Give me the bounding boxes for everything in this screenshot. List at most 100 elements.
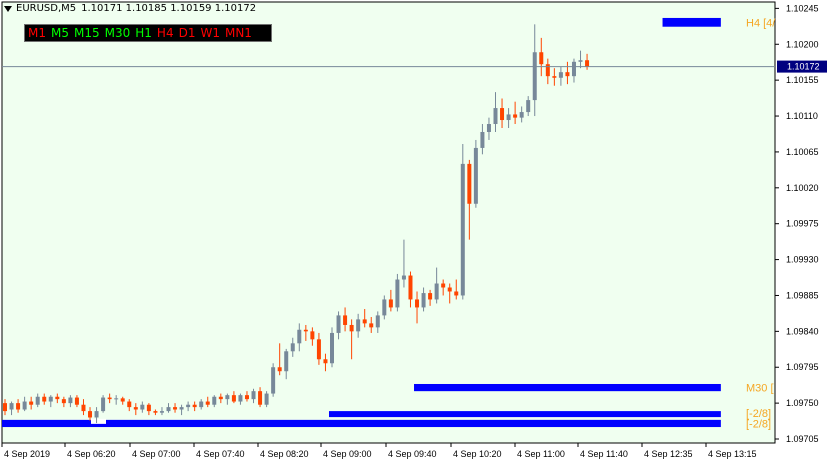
candle-body (271, 367, 276, 394)
candle-body (297, 329, 302, 344)
timeframe-button-w1[interactable]: W1 (200, 26, 220, 40)
zone-rect-1 (414, 383, 721, 392)
candle-body (428, 293, 433, 300)
candle-body (545, 64, 550, 77)
symbol-label: EURUSD,M5 (16, 3, 77, 14)
candle-body (349, 324, 354, 332)
timeframe-panel: M1 M5 M15 M30 H1 H4 D1 W1 MN1 (24, 24, 272, 42)
candle-body (362, 319, 367, 324)
candle-body (513, 114, 518, 118)
timeframe-button-h1[interactable]: H1 (135, 26, 152, 40)
price-tick-label: 1.09930 (786, 255, 819, 265)
candle-body (16, 403, 21, 410)
candle-body (467, 163, 472, 204)
candle-body (336, 315, 341, 333)
time-tick-label: 4 Sep 08:20 (260, 449, 309, 459)
candle-body (212, 396, 217, 405)
candle-body (330, 332, 334, 364)
price-tick-label: 1.09705 (786, 434, 819, 444)
collapse-triangle-icon[interactable] (4, 5, 12, 12)
candle-body (539, 52, 544, 65)
time-tick-label: 4 Sep 06:20 (67, 449, 116, 459)
timeframe-button-m15[interactable]: M15 (74, 26, 100, 40)
candle-body (532, 52, 537, 101)
timeframe-button-m30[interactable]: M30 (104, 26, 131, 40)
candle-body (552, 76, 557, 78)
zone-rect-2 (329, 411, 721, 418)
time-tick-label: 4 Sep 12:35 (644, 449, 693, 459)
candle-body (244, 395, 249, 400)
timeframe-button-mn1[interactable]: MN1 (224, 26, 252, 40)
candle-body (415, 299, 420, 308)
candle-body (382, 299, 387, 316)
current-price-label: 1.10172 (787, 62, 820, 72)
candle-body (29, 401, 34, 405)
price-tick-label: 1.10200 (786, 39, 819, 49)
candle-body (114, 398, 119, 400)
plot-area (1, 1, 776, 444)
candle-body (500, 108, 505, 121)
candle-body (61, 399, 66, 404)
current-price-tag (777, 60, 827, 73)
candle-body (127, 401, 132, 408)
time-tick-label: 4 Sep 09:40 (388, 449, 437, 459)
candle-body (81, 404, 86, 412)
chart-header: EURUSD,M5 1.10171 1.10185 1.10159 1.1017… (4, 3, 256, 14)
timeframe-button-m1[interactable]: M1 (28, 26, 46, 40)
candle-body (88, 411, 93, 418)
candle-body (565, 72, 570, 77)
timeframe-button-d1[interactable]: D1 (178, 26, 196, 40)
zone-rect-0 (662, 17, 721, 27)
zone-label-2: [-2/8] (746, 408, 771, 420)
time-tick-label: 4 Sep 07:00 (132, 449, 181, 459)
price-tick-label: 1.10065 (786, 147, 819, 157)
candle-body (506, 114, 511, 121)
time-tick-label: 4 Sep 11:40 (580, 449, 628, 459)
candle-body (343, 315, 348, 325)
candle-body (284, 351, 289, 372)
ohlc-values: 1.10171 1.10185 1.10159 1.10172 (81, 3, 257, 14)
candle-body (199, 401, 204, 408)
candle-body (356, 319, 361, 332)
candle-body (107, 397, 112, 400)
candle-body (310, 331, 315, 340)
candle-body (166, 407, 171, 412)
candle-body (316, 339, 321, 360)
candle-body (460, 163, 465, 296)
candle-body (277, 367, 282, 372)
candle-body (101, 397, 106, 412)
candle-body (454, 291, 459, 296)
price-tick-label: 1.10155 (786, 75, 819, 85)
candle-body (133, 407, 138, 410)
candle-body (35, 396, 40, 405)
timeframe-button-h4[interactable]: H4 (156, 26, 174, 40)
candle-body (401, 275, 406, 280)
price-tick-label: 1.09750 (786, 398, 819, 408)
timeframe-button-m5[interactable]: M5 (51, 26, 69, 40)
candle-body (558, 72, 563, 78)
candle-body (9, 403, 14, 410)
candle-body (578, 60, 583, 62)
zone-label-0: H4 [4/ (746, 17, 776, 29)
candle-body (388, 299, 393, 308)
candle-body (493, 108, 498, 125)
candle-body (140, 404, 145, 410)
candle-body (205, 401, 210, 405)
candle-body (303, 329, 308, 332)
candle-body (290, 343, 295, 352)
candle-body (369, 323, 374, 328)
price-tick-label: 1.09840 (786, 326, 819, 336)
candle-body (519, 112, 524, 118)
price-tick-label: 1.09975 (786, 219, 819, 229)
candle-body (421, 293, 426, 308)
time-tick-label: 4 Sep 2019 (4, 449, 50, 459)
candle-body (55, 396, 60, 400)
candle-body (225, 395, 230, 400)
candle-body (94, 411, 99, 418)
candle-body (153, 411, 158, 413)
candle-body (218, 396, 223, 400)
candle-body (526, 100, 531, 113)
candle-body (486, 124, 491, 132)
